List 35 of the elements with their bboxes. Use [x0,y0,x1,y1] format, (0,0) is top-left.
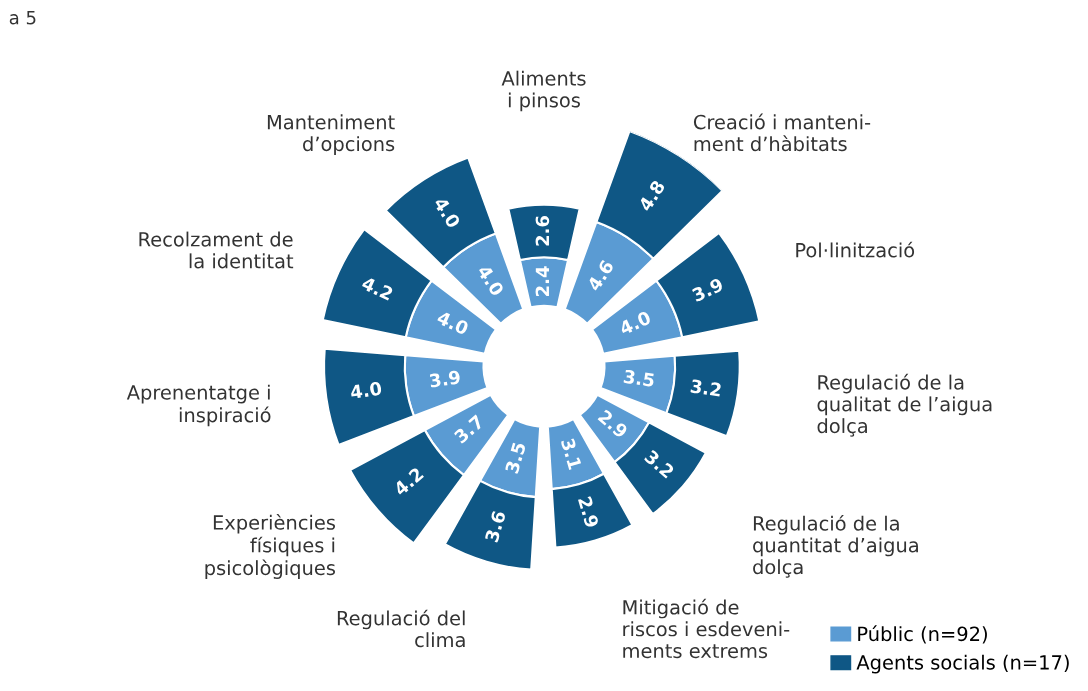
legend-label: Públic (n=92) [858,625,987,644]
data-label: 4.0 [433,196,462,229]
data-label: 3.5 [623,369,655,388]
category-label: Mitigació de riscos i esdeveni- ments extrems [623,598,790,659]
data-label: 4.2 [361,275,394,301]
data-label: 4.2 [392,466,424,497]
data-label: 2.9 [597,409,629,439]
category-label: Pol·linització [796,241,915,258]
data-label: 2.6 [535,216,550,246]
data-label: 4.0 [618,310,652,336]
category-label: Aprenentatge i inspiració [126,384,271,427]
data-label: 3.2 [643,449,675,479]
data-label: 3.2 [690,379,722,397]
text: a 5 [9,11,36,25]
category-label: Recolzament de la identitat [139,231,294,269]
data-label: 3.5 [504,441,527,474]
legend-label: Agents socials (n=17) [856,654,1069,674]
data-label: 3.1 [560,437,583,470]
data-label: 3.6 [484,510,507,543]
category-label: Regulació del clima [337,609,465,648]
data-label: 2.4 [535,266,549,297]
data-label: 3.9 [691,277,724,303]
category-label: Experiències físiques i psicològiques [205,513,336,579]
data-label: 3.9 [429,370,461,388]
data-label: 4.0 [350,381,382,400]
data-label: 3.7 [453,414,485,444]
data-label: 2.9 [577,496,600,529]
data-label: 4.0 [436,310,470,336]
data-label: 4.8 [637,179,666,213]
category-label: Regulació de la quantitat d’aigua dolça [753,514,918,578]
category-label: Creació i manteni- ment d’hàbitats [693,113,871,152]
category-label: Regulació de la qualitat de l’aigua dolça [817,373,992,437]
category-label: Manteniment d’opcions [267,114,395,155]
category-label: Aliments i pinsos [501,70,586,112]
data-label: 4.0 [476,264,505,297]
